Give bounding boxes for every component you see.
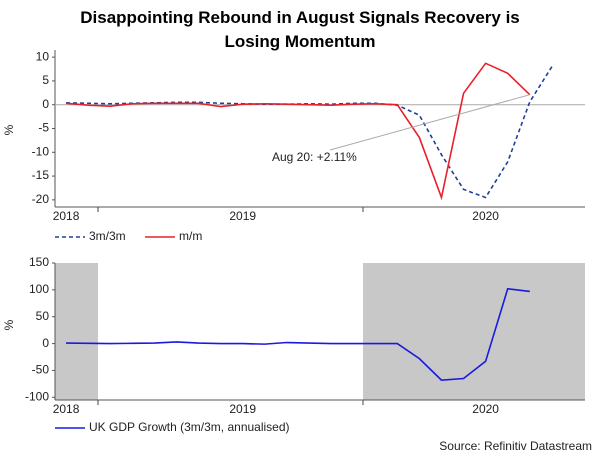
x-tick-label: 2019: [229, 209, 256, 223]
y-tick-label: 0: [42, 97, 49, 111]
y-tick-label: 50: [36, 309, 50, 323]
y-tick-label: -100: [25, 389, 49, 403]
y-tick-label: -20: [32, 192, 50, 206]
y-axis-label: %: [2, 124, 16, 135]
y-tick-label: -10: [32, 144, 50, 158]
y-tick-label: 150: [29, 255, 49, 269]
y-tick-label: 5: [42, 73, 49, 87]
annotation: Aug 20: +2.11%: [272, 150, 357, 164]
x-tick-label: 2018: [53, 402, 80, 416]
y-tick-label: 100: [29, 282, 49, 296]
y-tick-label: 10: [36, 49, 50, 63]
series-line: [66, 66, 553, 199]
annotation-line: [329, 94, 530, 151]
x-tick-label: 2020: [472, 209, 499, 223]
legend-label: m/m: [179, 229, 202, 243]
series-line: [65, 62, 531, 201]
y-tick-label: -5: [38, 121, 49, 135]
legend-label: 3m/3m: [89, 229, 126, 243]
x-tick-label: 2018: [53, 209, 80, 223]
legend-label: UK GDP Growth (3m/3m, annualised): [89, 420, 290, 434]
source: Source: Refinitiv Datastream: [439, 439, 592, 453]
y-tick-label: -50: [32, 363, 50, 377]
y-tick-label: 0: [42, 336, 49, 350]
y-axis-label: %: [2, 319, 16, 330]
y-tick-label: -15: [32, 168, 50, 182]
chart-title: Disappointing Rebound in August Signals …: [80, 8, 520, 51]
x-tick-label: 2019: [229, 402, 256, 416]
year-shade: [363, 263, 585, 400]
year-shade: [55, 263, 98, 400]
x-tick-label: 2020: [472, 402, 499, 416]
series-line: [66, 287, 530, 381]
